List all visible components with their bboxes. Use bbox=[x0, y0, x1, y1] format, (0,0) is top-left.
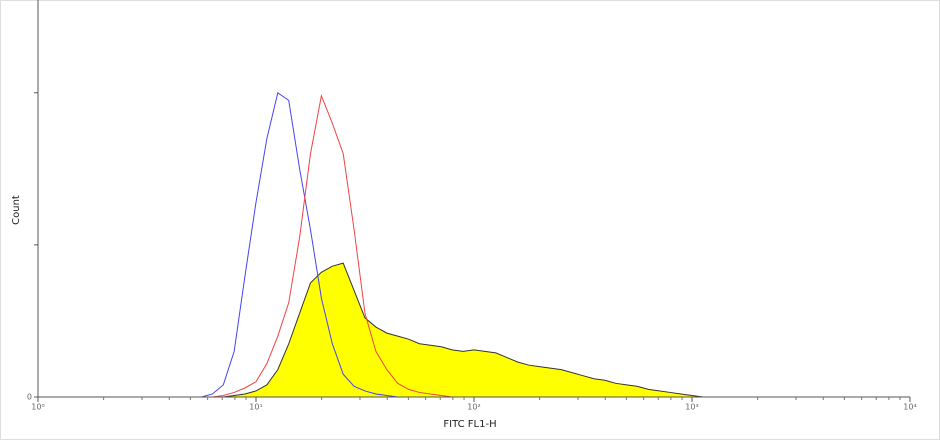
histogram-line bbox=[201, 262, 703, 398]
x-tick-label: 10⁰ bbox=[31, 403, 44, 412]
y-tick-label: 0 bbox=[27, 393, 32, 402]
x-axis-title: FITC FL1-H bbox=[443, 419, 496, 430]
x-tick-label: 10² bbox=[467, 403, 480, 412]
x-tick-label: 10³ bbox=[685, 403, 698, 412]
x-tick-label: 10⁴ bbox=[903, 403, 916, 412]
y-axis-title: Count bbox=[11, 195, 22, 225]
histogram-fill bbox=[201, 263, 703, 397]
x-tick-label: 10¹ bbox=[249, 403, 262, 412]
